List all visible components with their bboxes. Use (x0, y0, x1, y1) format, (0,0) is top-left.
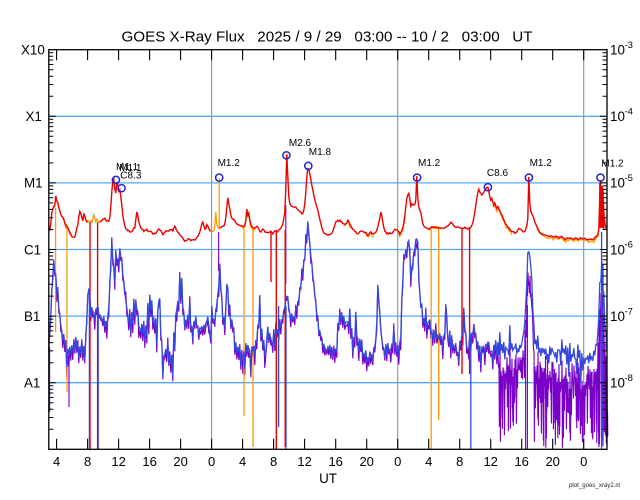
svg-text:plot_goes_xray2.m: plot_goes_xray2.m (569, 482, 621, 489)
svg-text:10: 10 (610, 309, 625, 324)
svg-text:0: 0 (580, 454, 587, 469)
svg-text:10: 10 (610, 242, 625, 257)
svg-text:12: 12 (111, 454, 125, 469)
svg-text:20: 20 (359, 454, 373, 469)
svg-text:M1.2: M1.2 (418, 158, 441, 169)
svg-text:-4: -4 (625, 107, 633, 118)
svg-text:-5: -5 (625, 173, 633, 184)
svg-text:UT: UT (319, 471, 337, 486)
svg-text:16: 16 (142, 454, 156, 469)
svg-text:M1.2: M1.2 (530, 158, 553, 169)
svg-text:M1.2: M1.2 (218, 158, 241, 169)
svg-text:M2.6: M2.6 (289, 138, 312, 149)
svg-text:A1: A1 (24, 376, 40, 391)
svg-text:20: 20 (545, 454, 559, 469)
svg-text:16: 16 (514, 454, 528, 469)
svg-text:12: 12 (297, 454, 311, 469)
svg-text:10: 10 (610, 176, 625, 191)
svg-text:M1.1: M1.1 (119, 163, 142, 174)
svg-text:M1.1: M1.1 (116, 162, 139, 173)
svg-text:8: 8 (456, 454, 463, 469)
svg-text:C1: C1 (24, 242, 41, 257)
svg-text:B1: B1 (24, 309, 40, 324)
svg-text:4: 4 (53, 454, 60, 469)
svg-text:M1.2: M1.2 (601, 159, 624, 170)
svg-text:12: 12 (483, 454, 497, 469)
svg-text:4: 4 (425, 454, 432, 469)
svg-text:10: 10 (610, 376, 625, 391)
svg-text:8: 8 (84, 454, 91, 469)
svg-text:0: 0 (208, 454, 215, 469)
svg-text:4: 4 (239, 454, 246, 469)
svg-text:-6: -6 (625, 240, 633, 251)
svg-text:-3: -3 (625, 40, 633, 51)
svg-text:X1: X1 (26, 109, 42, 124)
svg-text:8: 8 (270, 454, 277, 469)
svg-text:0: 0 (394, 454, 401, 469)
svg-text:16: 16 (328, 454, 342, 469)
svg-text:GOES X-Ray Flux 2025 / 9 / 2: GOES X-Ray Flux 2025 / 9 / 29 03:00 -- 1… (121, 29, 532, 46)
svg-text:M1: M1 (24, 176, 43, 191)
svg-text:X10: X10 (21, 43, 45, 58)
svg-text:10: 10 (610, 109, 625, 124)
svg-text:-7: -7 (625, 306, 633, 317)
svg-text:C8.3: C8.3 (120, 170, 142, 181)
svg-text:-8: -8 (625, 373, 633, 384)
svg-text:C8.6: C8.6 (487, 168, 509, 179)
svg-text:20: 20 (173, 454, 187, 469)
svg-text:10: 10 (610, 43, 625, 58)
svg-text:M1.8: M1.8 (309, 147, 332, 158)
